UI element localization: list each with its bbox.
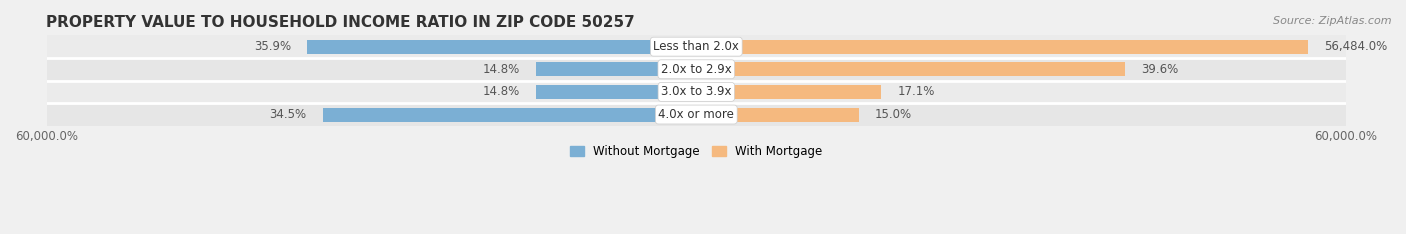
Bar — [46, 35, 1346, 58]
Bar — [322, 107, 696, 121]
Bar — [536, 85, 696, 99]
Bar — [46, 58, 1346, 80]
Bar — [46, 103, 1346, 126]
Text: Source: ZipAtlas.com: Source: ZipAtlas.com — [1274, 16, 1392, 26]
Text: 35.9%: 35.9% — [254, 40, 291, 53]
Bar — [696, 40, 1308, 54]
Text: 14.8%: 14.8% — [482, 85, 520, 98]
Bar — [46, 80, 1346, 103]
Text: 2.0x to 2.9x: 2.0x to 2.9x — [661, 63, 731, 76]
Text: 3.0x to 3.9x: 3.0x to 3.9x — [661, 85, 731, 98]
Text: 56,484.0%: 56,484.0% — [1324, 40, 1388, 53]
Text: PROPERTY VALUE TO HOUSEHOLD INCOME RATIO IN ZIP CODE 50257: PROPERTY VALUE TO HOUSEHOLD INCOME RATIO… — [46, 15, 636, 30]
Text: 14.8%: 14.8% — [482, 63, 520, 76]
Text: 34.5%: 34.5% — [270, 108, 307, 121]
Text: Less than 2.0x: Less than 2.0x — [654, 40, 740, 53]
Bar — [308, 40, 696, 54]
Legend: Without Mortgage, With Mortgage: Without Mortgage, With Mortgage — [569, 145, 823, 158]
Bar — [696, 85, 882, 99]
Text: 4.0x or more: 4.0x or more — [658, 108, 734, 121]
Text: 39.6%: 39.6% — [1142, 63, 1178, 76]
Bar — [696, 62, 1125, 76]
Text: 17.1%: 17.1% — [897, 85, 935, 98]
Text: 15.0%: 15.0% — [875, 108, 912, 121]
Bar — [696, 107, 859, 121]
Bar — [536, 62, 696, 76]
